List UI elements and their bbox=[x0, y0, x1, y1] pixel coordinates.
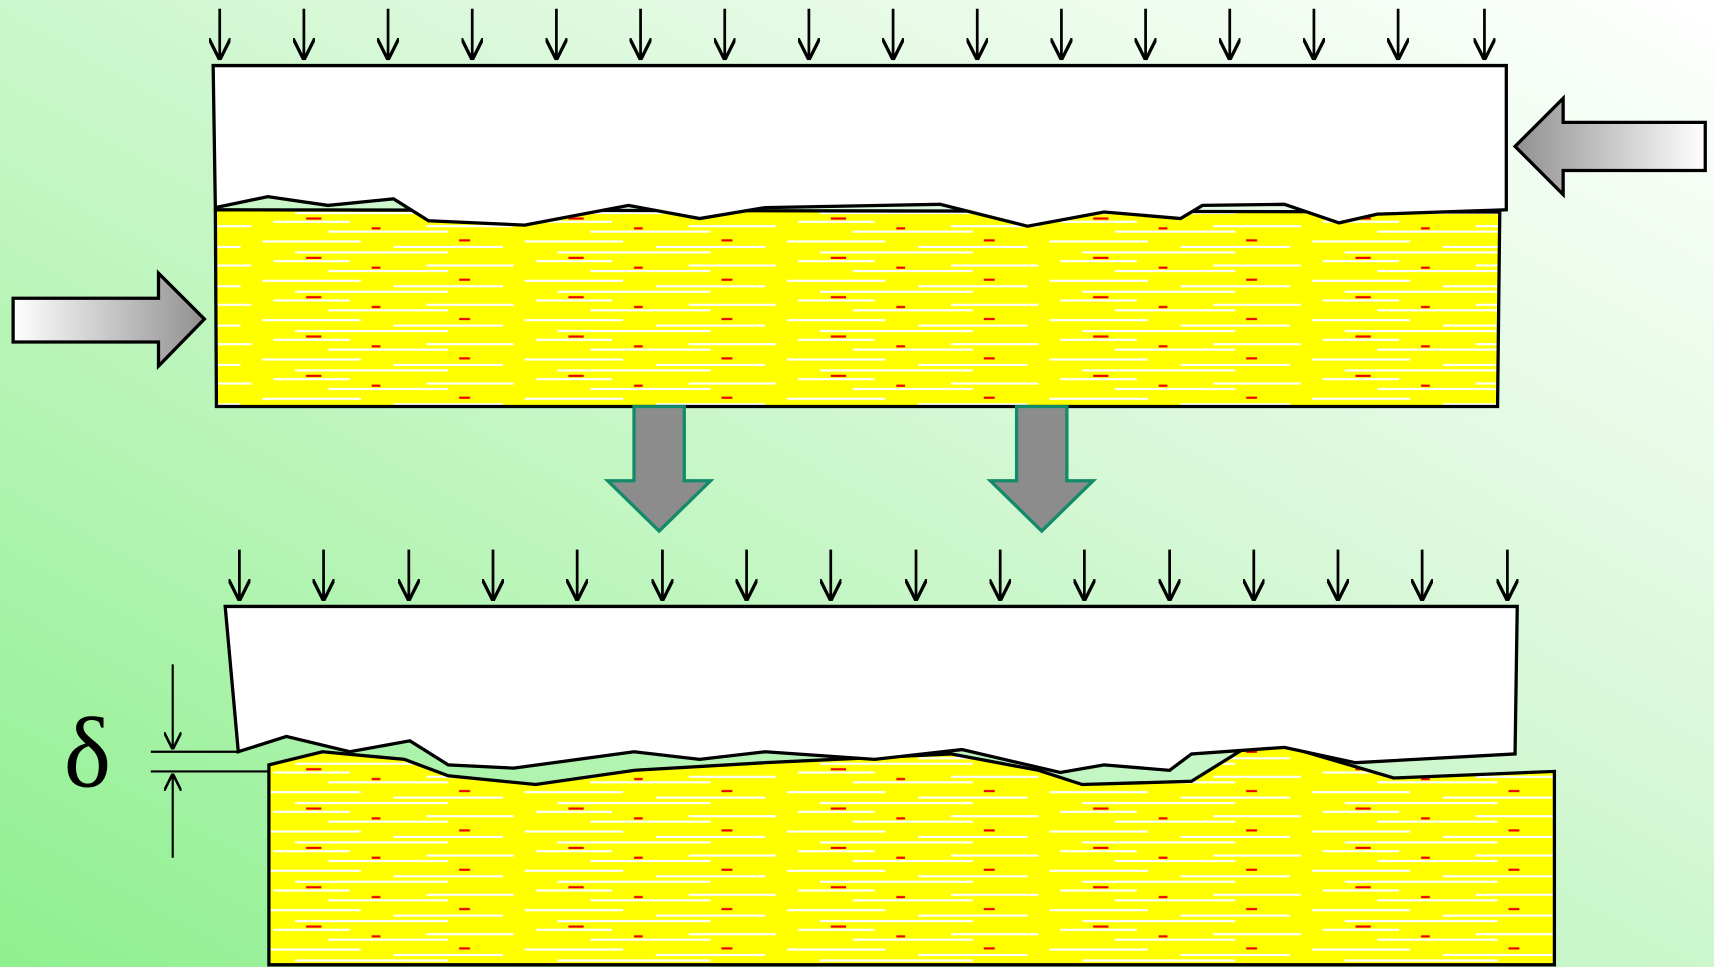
gap-label: δ bbox=[64, 697, 111, 809]
bottom-assembly bbox=[223, 604, 1557, 967]
load-arrows-top bbox=[220, 8, 1485, 61]
top-assembly bbox=[211, 63, 1508, 409]
transition-arrows bbox=[603, 404, 1098, 534]
load-arrows-bottom bbox=[239, 549, 1507, 601]
gap-dimension bbox=[150, 664, 269, 858]
shear-arrow-right bbox=[1512, 94, 1707, 199]
shear-arrow-left bbox=[11, 269, 207, 371]
